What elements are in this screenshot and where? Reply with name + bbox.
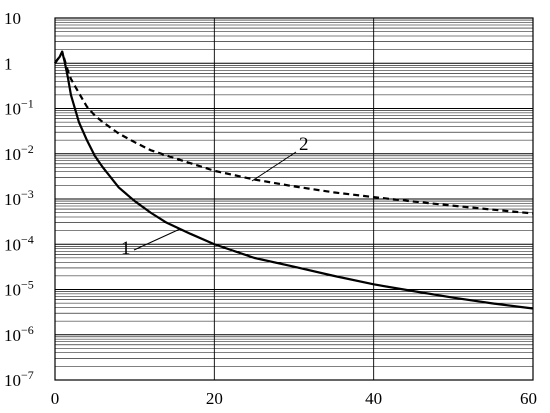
grid-major	[55, 17, 533, 381]
y-tick-label: 10	[4, 9, 21, 28]
x-tick-label: 40	[365, 389, 382, 408]
x-tick-label: 20	[206, 389, 223, 408]
y-tick-label: 10−5	[4, 278, 34, 300]
annotation-layer: 12	[121, 134, 309, 259]
leader-line-2	[251, 151, 297, 182]
grid-minor	[55, 19, 533, 367]
y-tick-label: 10−6	[4, 323, 34, 345]
curve-label-2: 2	[299, 134, 309, 155]
y-tick-label: 1	[4, 54, 13, 73]
series-line-1	[54, 50, 534, 310]
leader-line-1	[133, 228, 181, 251]
x-tick-label: 0	[51, 389, 60, 408]
y-axis: 10 1 10−1 10−2 10−3 10−4 10−5 10−6 10−7	[4, 9, 34, 390]
y-tick-label: 10−4	[4, 232, 34, 254]
y-tick-label: 10−2	[4, 142, 34, 164]
y-tick-label: 10−7	[4, 368, 34, 390]
curve-label-1: 1	[121, 238, 131, 259]
series-line-2	[54, 50, 534, 215]
y-tick-label: 10−1	[4, 97, 34, 119]
plot-frame	[54, 17, 534, 381]
series-layer	[54, 50, 534, 310]
y-tick-label: 10−3	[4, 187, 34, 209]
x-tick-label: 60	[520, 389, 537, 408]
x-axis: 0 20 40 60	[51, 389, 537, 408]
